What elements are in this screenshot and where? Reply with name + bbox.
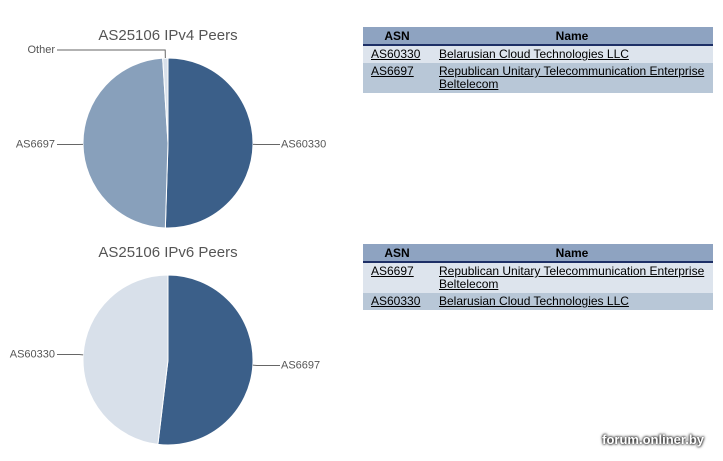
asn-link[interactable]: AS6697 bbox=[371, 264, 414, 278]
slice-label: Other bbox=[27, 44, 55, 56]
leader-line bbox=[57, 49, 166, 59]
table-row: AS6697 Republican Unitary Telecommunicati… bbox=[363, 262, 713, 293]
table-cell: Belarusian Cloud Technologies LLC bbox=[431, 45, 713, 63]
watermark: forum.onliner.by bbox=[602, 432, 704, 447]
chart-title: AS25106 IPv6 Peers bbox=[98, 244, 237, 261]
table-row: AS60330 Belarusian Cloud Technologies LLC bbox=[363, 45, 713, 63]
name-link[interactable]: Republican Unitary Telecommunication Ent… bbox=[439, 64, 705, 91]
slice-label: AS6697 bbox=[16, 138, 55, 150]
table-cell: AS60330 bbox=[363, 45, 431, 63]
header-row: ASN Name bbox=[363, 244, 713, 263]
asn-link[interactable]: AS60330 bbox=[371, 47, 421, 61]
name-link[interactable]: Republican Unitary Telecommunication Ent… bbox=[439, 264, 705, 291]
slice-label: AS6697 bbox=[281, 359, 320, 371]
slice-label: AS60330 bbox=[281, 138, 326, 150]
peer-table: ASN Name AS6697 Republican Unitary Telecomm… bbox=[363, 244, 713, 310]
name-link[interactable]: Belarusian Cloud Technologies LLC bbox=[439, 47, 629, 61]
column-header: Name bbox=[431, 244, 713, 263]
table-cell: Belarusian Cloud Technologies LLC bbox=[431, 293, 713, 310]
name-link[interactable]: Belarusian Cloud Technologies LLC bbox=[439, 294, 629, 308]
table-cell: Republican Unitary Telecommunication Ent… bbox=[431, 63, 713, 93]
asn-link[interactable]: AS60330 bbox=[371, 294, 421, 308]
pie-slice bbox=[82, 57, 169, 229]
header-row: ASN Name bbox=[363, 27, 713, 46]
column-header: ASN bbox=[363, 27, 431, 46]
table-cell: AS60330 bbox=[363, 293, 431, 310]
peer-table: ASN Name AS60330 Belarusian Cloud Technolog… bbox=[363, 27, 713, 93]
table-cell: Republican Unitary Telecommunication Ent… bbox=[431, 262, 713, 293]
pie-slice bbox=[164, 57, 254, 229]
table-row: AS6697 Republican Unitary Telecommunicati… bbox=[363, 63, 713, 93]
column-header: ASN bbox=[363, 244, 431, 263]
pie-slice bbox=[82, 274, 169, 445]
charts: AS25106 IPv4 Peers AS60330 AS6697 Other AS25… bbox=[10, 27, 326, 446]
pie-slice bbox=[157, 274, 254, 446]
column-header: Name bbox=[431, 27, 713, 46]
table-cell: AS6697 bbox=[363, 262, 431, 293]
table-cell: AS6697 bbox=[363, 63, 431, 93]
slice-label: AS60330 bbox=[10, 348, 55, 360]
asn-link[interactable]: AS6697 bbox=[371, 64, 414, 78]
chart-title: AS25106 IPv4 Peers bbox=[98, 27, 237, 44]
table-row: AS60330 Belarusian Cloud Technologies LLC bbox=[363, 293, 713, 310]
